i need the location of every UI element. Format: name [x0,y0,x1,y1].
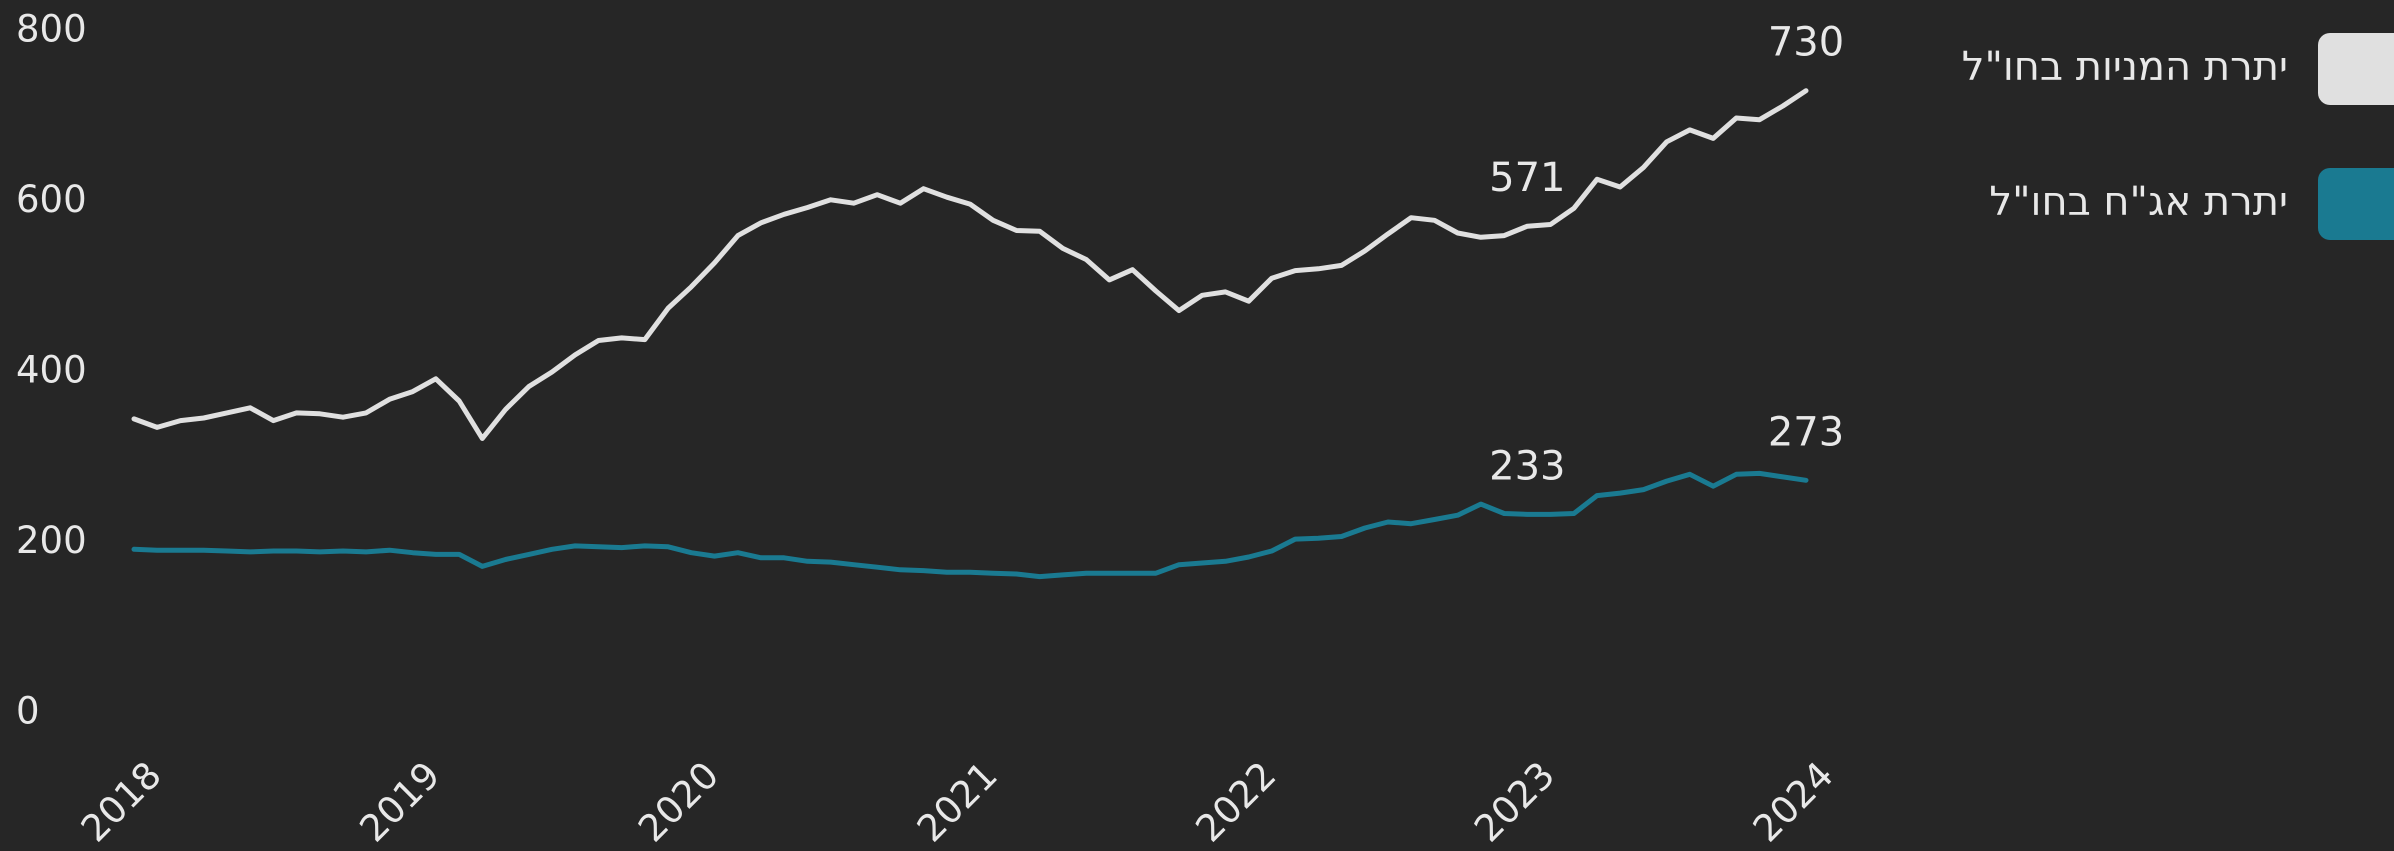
data-label: 273 [1768,409,1844,455]
data-label: 730 [1768,20,1844,66]
legend-label: יתרת המניות בחו"ל [1962,44,2288,90]
y-tick-label: 600 [16,178,87,221]
y-tick-label: 0 [16,690,40,733]
y-tick-label: 200 [16,519,87,562]
series-line [131,88,1809,441]
legend-swatch [2318,168,2394,240]
y-tick-label: 400 [16,349,87,392]
y-tick-label: 800 [16,8,87,51]
legend-swatch [2318,33,2394,105]
legend-label: יתרת אג"ח בחו"ל [1989,179,2288,225]
data-label: 571 [1489,155,1565,201]
data-label: 233 [1489,443,1565,489]
series-line [131,470,1809,580]
